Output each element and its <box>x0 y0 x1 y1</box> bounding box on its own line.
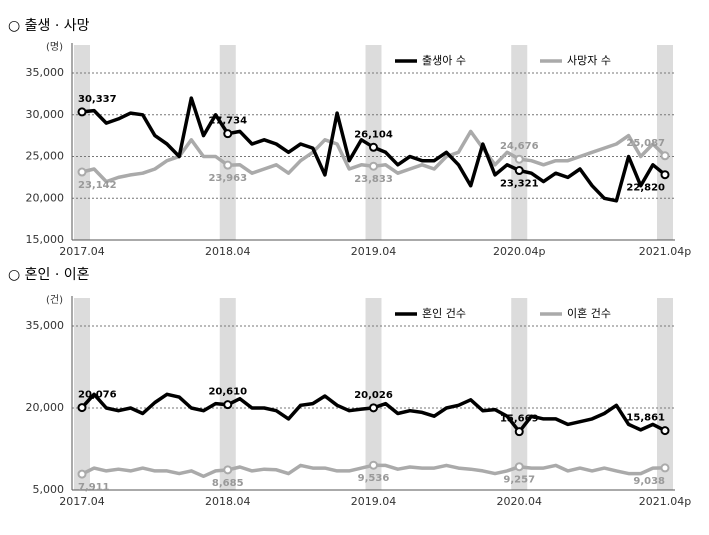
value-label: 23,833 <box>354 174 393 185</box>
point <box>223 129 233 139</box>
point <box>77 403 87 413</box>
legend-label: 출생아 수 <box>422 54 466 67</box>
point <box>223 160 233 170</box>
y-unit: (명) <box>46 41 63 53</box>
legend-label: 이혼 건수 <box>567 307 611 320</box>
value-label: 9,038 <box>633 476 665 487</box>
x-tick-label: 2017.04 <box>59 245 105 258</box>
band <box>74 45 90 240</box>
band <box>511 298 528 490</box>
point <box>77 469 87 479</box>
band <box>657 298 673 490</box>
value-label: 15,669 <box>500 414 539 425</box>
value-label: 22,820 <box>626 183 665 194</box>
point <box>369 142 378 152</box>
band <box>219 45 236 240</box>
point <box>369 161 378 171</box>
legend-label: 사망자 수 <box>567 54 611 67</box>
y-tick-label: 35,000 <box>26 66 65 79</box>
x-tick-label: 2018.04 <box>205 495 251 508</box>
value-label: 7,911 <box>78 482 110 493</box>
point <box>660 151 670 161</box>
band <box>657 45 673 240</box>
y-tick-label: 5,000 <box>33 483 65 496</box>
point <box>514 427 524 437</box>
band <box>219 298 236 490</box>
value-label: 26,104 <box>354 129 393 140</box>
value-label: 15,861 <box>626 413 665 424</box>
value-label: 9,536 <box>358 473 390 484</box>
y-tick-label: 35,000 <box>26 319 65 332</box>
value-label: 20,026 <box>354 390 393 401</box>
y-tick-label: 25,000 <box>26 150 65 163</box>
value-label: 23,963 <box>208 173 247 184</box>
y-tick-label: 20,000 <box>26 191 65 204</box>
y-tick-label: 30,000 <box>26 108 65 121</box>
y-tick-label: 15,000 <box>26 233 65 246</box>
value-label: 24,676 <box>500 141 539 152</box>
point <box>660 463 670 473</box>
value-label: 8,685 <box>212 478 244 489</box>
point <box>514 462 524 472</box>
x-tick-label: 2020.04 <box>497 495 543 508</box>
x-tick-label: 2017.04 <box>59 495 105 508</box>
point <box>77 107 87 117</box>
x-tick-label: 2019.04 <box>351 495 397 508</box>
point <box>77 167 87 177</box>
point <box>369 403 378 413</box>
point <box>514 154 524 164</box>
value-label: 23,142 <box>78 180 117 191</box>
value-label: 9,257 <box>503 475 535 486</box>
band <box>365 45 382 240</box>
point <box>660 170 670 180</box>
value-label: 20,076 <box>78 390 117 401</box>
x-tick-label: 2018.04 <box>205 245 251 258</box>
x-tick-label: 2020.04p <box>493 245 545 258</box>
x-tick-label: 2021.04p <box>639 245 691 258</box>
section-title: ○ 출생 · 사망 <box>8 18 90 34</box>
x-tick-label: 2021.04p <box>639 495 691 508</box>
y-unit: (건) <box>46 294 63 306</box>
x-tick-label: 2019.04 <box>351 245 397 258</box>
value-label: 20,610 <box>208 387 247 398</box>
value-label: 23,321 <box>500 179 539 190</box>
value-label: 27,734 <box>208 116 247 127</box>
legend-label: 혼인 건수 <box>422 307 466 320</box>
point <box>369 460 378 470</box>
band <box>511 45 528 240</box>
point <box>223 400 233 410</box>
point <box>223 465 233 475</box>
value-label: 25,087 <box>626 138 665 149</box>
point <box>660 426 670 436</box>
y-tick-label: 20,000 <box>26 401 65 414</box>
band <box>365 298 382 490</box>
section-title: ○ 혼인 · 이혼 <box>8 267 90 283</box>
point <box>514 166 524 176</box>
band <box>74 298 90 490</box>
value-label: 30,337 <box>78 94 117 105</box>
